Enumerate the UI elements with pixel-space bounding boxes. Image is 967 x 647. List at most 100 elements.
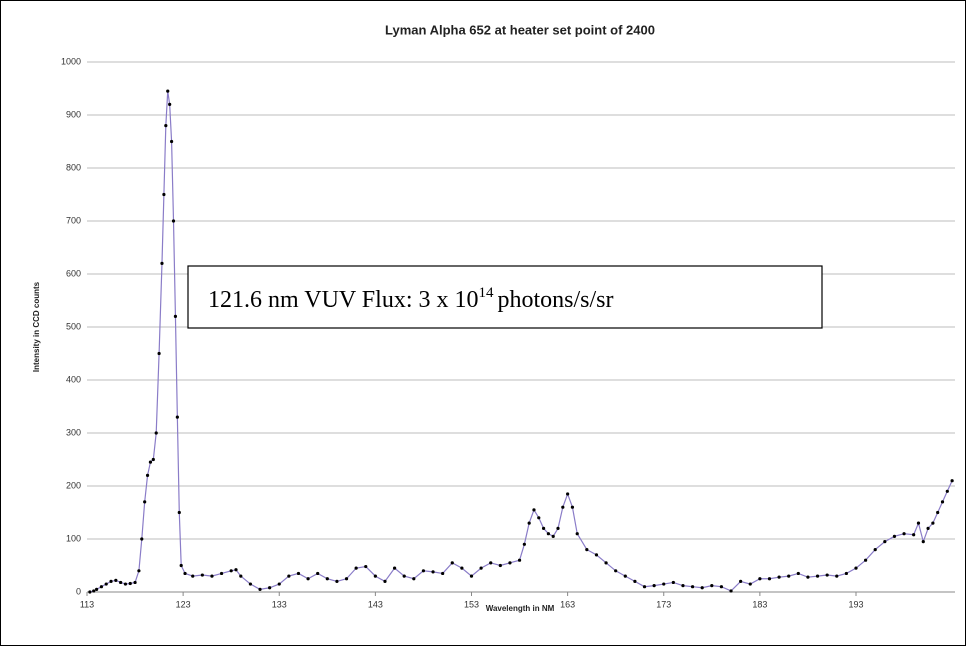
y-tick-label: 800 bbox=[66, 162, 81, 172]
data-point bbox=[517, 558, 522, 562]
data-point bbox=[912, 533, 916, 537]
data-point bbox=[210, 574, 214, 578]
data-point bbox=[412, 577, 416, 581]
data-point bbox=[383, 579, 387, 584]
data-point bbox=[585, 548, 589, 552]
data-point bbox=[151, 457, 155, 462]
x-tick-label: 123 bbox=[176, 599, 191, 609]
data-point bbox=[287, 574, 291, 578]
data-point bbox=[335, 579, 339, 584]
data-point bbox=[652, 584, 656, 588]
data-point bbox=[145, 473, 150, 477]
data-point bbox=[99, 585, 104, 589]
data-point bbox=[710, 584, 714, 588]
data-point bbox=[258, 587, 262, 591]
data-point bbox=[95, 587, 99, 591]
data-point bbox=[234, 568, 238, 572]
data-point bbox=[431, 570, 435, 574]
data-point bbox=[168, 102, 172, 106]
data-point bbox=[739, 579, 743, 584]
data-point bbox=[892, 534, 897, 538]
data-point bbox=[921, 540, 925, 544]
data-point bbox=[748, 582, 752, 586]
data-point bbox=[173, 314, 178, 318]
data-point bbox=[662, 582, 666, 586]
data-point bbox=[681, 584, 685, 588]
y-tick-label: 300 bbox=[66, 427, 81, 437]
data-point bbox=[522, 542, 526, 546]
data-point bbox=[614, 569, 618, 573]
data-point bbox=[556, 526, 560, 531]
data-point bbox=[104, 582, 108, 586]
data-point bbox=[777, 575, 781, 579]
data-point bbox=[157, 351, 161, 356]
data-point bbox=[114, 578, 118, 582]
data-point bbox=[160, 261, 164, 265]
data-point bbox=[460, 566, 464, 570]
data-point bbox=[575, 532, 579, 536]
data-point bbox=[902, 532, 906, 536]
data-point bbox=[128, 581, 132, 586]
data-point bbox=[532, 508, 536, 512]
annotation-suffix: photons/s/sr bbox=[497, 287, 613, 313]
data-point bbox=[88, 590, 92, 594]
y-tick-label: 700 bbox=[66, 215, 81, 225]
data-point bbox=[604, 561, 608, 565]
x-tick-label: 113 bbox=[80, 599, 94, 609]
data-point bbox=[700, 586, 704, 590]
data-point bbox=[373, 574, 377, 578]
data-point bbox=[950, 479, 954, 483]
data-point bbox=[92, 589, 96, 593]
data-point bbox=[133, 580, 137, 585]
data-point bbox=[248, 582, 253, 586]
data-point bbox=[200, 573, 204, 577]
data-point bbox=[162, 192, 166, 197]
annotation-box bbox=[187, 265, 823, 329]
data-point bbox=[325, 577, 329, 581]
data-point bbox=[169, 139, 174, 144]
data-point bbox=[441, 571, 445, 576]
y-tick-label: 100 bbox=[66, 533, 81, 543]
data-point bbox=[671, 580, 675, 585]
y-tick-label: 500 bbox=[66, 321, 81, 331]
data-point bbox=[767, 577, 772, 581]
data-point bbox=[268, 586, 272, 590]
data-point bbox=[469, 574, 474, 578]
data-point bbox=[796, 571, 800, 576]
data-point bbox=[541, 526, 546, 531]
data-point bbox=[864, 558, 868, 562]
x-tick-label: 143 bbox=[368, 599, 383, 609]
data-point bbox=[537, 516, 541, 520]
x-tick-label: 193 bbox=[848, 599, 863, 609]
data-point bbox=[306, 577, 310, 581]
data-point bbox=[570, 505, 575, 509]
data-point bbox=[594, 553, 599, 557]
data-point bbox=[825, 573, 829, 577]
data-point bbox=[177, 510, 181, 515]
data-point bbox=[719, 585, 724, 589]
y-tick-label: 600 bbox=[66, 268, 81, 278]
data-point bbox=[479, 566, 483, 570]
data-point bbox=[277, 582, 281, 586]
data-point bbox=[296, 571, 301, 576]
data-point bbox=[844, 571, 848, 576]
y-tick-label: 900 bbox=[66, 109, 81, 119]
y-tick-label: 400 bbox=[66, 374, 81, 384]
data-point bbox=[421, 569, 426, 573]
data-point bbox=[489, 561, 493, 565]
data-point bbox=[642, 585, 647, 589]
data-point bbox=[354, 566, 358, 570]
data-point bbox=[137, 569, 141, 573]
x-tick-label: 173 bbox=[656, 599, 671, 609]
data-point bbox=[498, 563, 502, 568]
data-point bbox=[936, 510, 940, 515]
data-point bbox=[815, 574, 820, 578]
x-tick-label: 133 bbox=[272, 599, 287, 609]
data-point bbox=[690, 585, 695, 589]
x-tick-label: 163 bbox=[560, 599, 575, 609]
data-point bbox=[140, 537, 144, 541]
data-point bbox=[945, 489, 949, 493]
data-point bbox=[392, 566, 397, 570]
data-point bbox=[508, 561, 512, 565]
data-point bbox=[229, 569, 233, 573]
